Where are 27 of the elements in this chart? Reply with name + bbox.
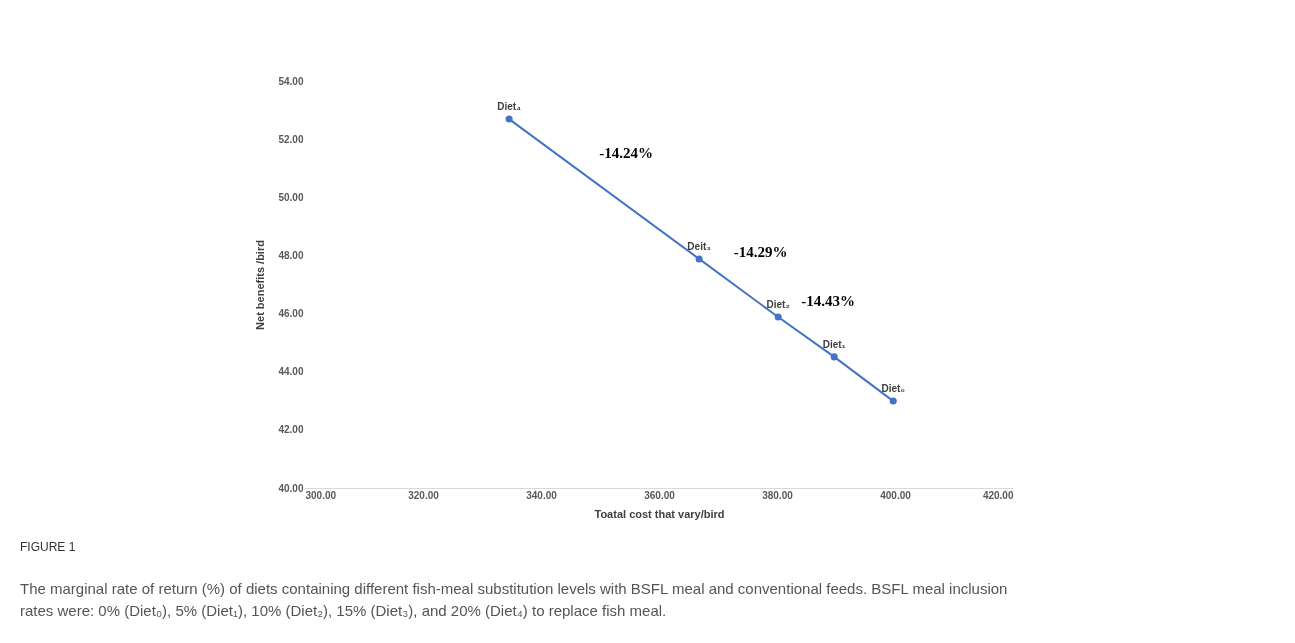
annotation: -14.29% (733, 243, 788, 260)
annotation: Diet₂ (766, 299, 790, 311)
y-tick-label: 40.00 (278, 482, 304, 494)
annotation: -14.43% (801, 292, 856, 309)
y-tick-label: 52.00 (278, 133, 304, 145)
y-tick-label: 46.00 (278, 308, 304, 320)
x-tick-label: 360.00 (644, 489, 676, 501)
x-tick-label: 380.00 (762, 489, 794, 501)
x-tick-label: 420.00 (982, 489, 1014, 501)
annotation: Diet₁ (822, 338, 846, 350)
x-axis-title: Toatal cost that vary/bird (594, 507, 725, 520)
y-tick-label: 48.00 (278, 249, 304, 261)
y-tick-label: 44.00 (278, 366, 304, 378)
y-axis-title: Net benefits /bird (254, 240, 267, 330)
y-tick-label: 50.00 (278, 191, 304, 203)
x-tick-label: 300.00 (305, 489, 337, 501)
annotation: Deit₃ (687, 240, 712, 252)
text: The marginal rate of return (%) of diets containing different fish-meal substitution levels with BSFL meal and conventional feeds. BSFL meal inclusion rates were: 0% (Diet₀), 5% (Diet₁), 10% (Diet₂), 15% (Diet₃), and 20% (Diet₄) to replace fish meal. (20, 580, 1008, 619)
annotation: -14.24% (599, 145, 654, 161)
x-tick-label: 340.00 (526, 489, 558, 501)
y-tick-label: 42.00 (278, 424, 304, 436)
annotation: Diet₄ (497, 101, 522, 113)
x-tick-label: 400.00 (880, 489, 912, 501)
x-tick-label: 320.00 (408, 489, 440, 501)
y-tick-label: 54.00 (278, 75, 304, 87)
annotation: Diet₀ (881, 383, 905, 395)
caption: FIGURE 1 (20, 540, 76, 554)
